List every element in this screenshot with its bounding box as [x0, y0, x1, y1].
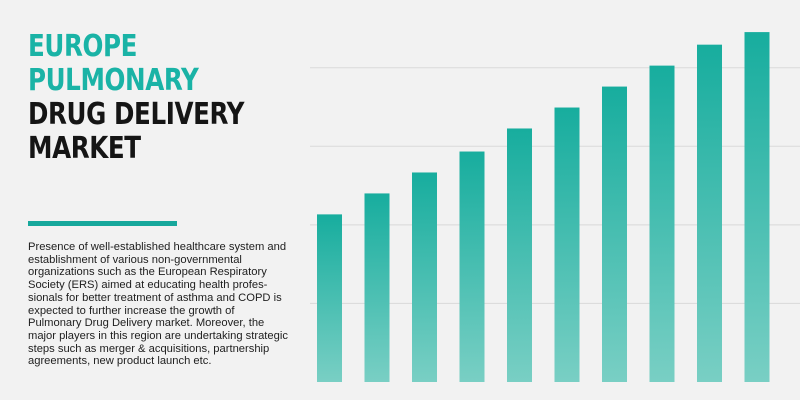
bar-1: [317, 214, 342, 382]
market-description: Presence of well-established healthcare …: [28, 241, 288, 368]
title-line-4: MARKET: [28, 131, 141, 166]
bar-4: [459, 151, 485, 382]
title-line-3: DRUG DELIVERY: [28, 97, 245, 132]
title-line-2: PULMONARY: [28, 63, 199, 98]
bar-9: [697, 44, 722, 383]
bar-8: [649, 65, 675, 382]
bar-5: [507, 128, 532, 382]
title-divider: [28, 221, 177, 226]
bar-6: [554, 107, 580, 383]
bar-2: [364, 193, 390, 382]
title-line-1: EUROPE: [28, 29, 138, 64]
bar-10: [744, 32, 770, 382]
title-block: EUROPE PULMONARY DRUG DELIVERY MARKET: [28, 30, 298, 166]
bars: [317, 32, 770, 383]
bar-7: [602, 86, 627, 383]
bar-3: [412, 172, 437, 382]
